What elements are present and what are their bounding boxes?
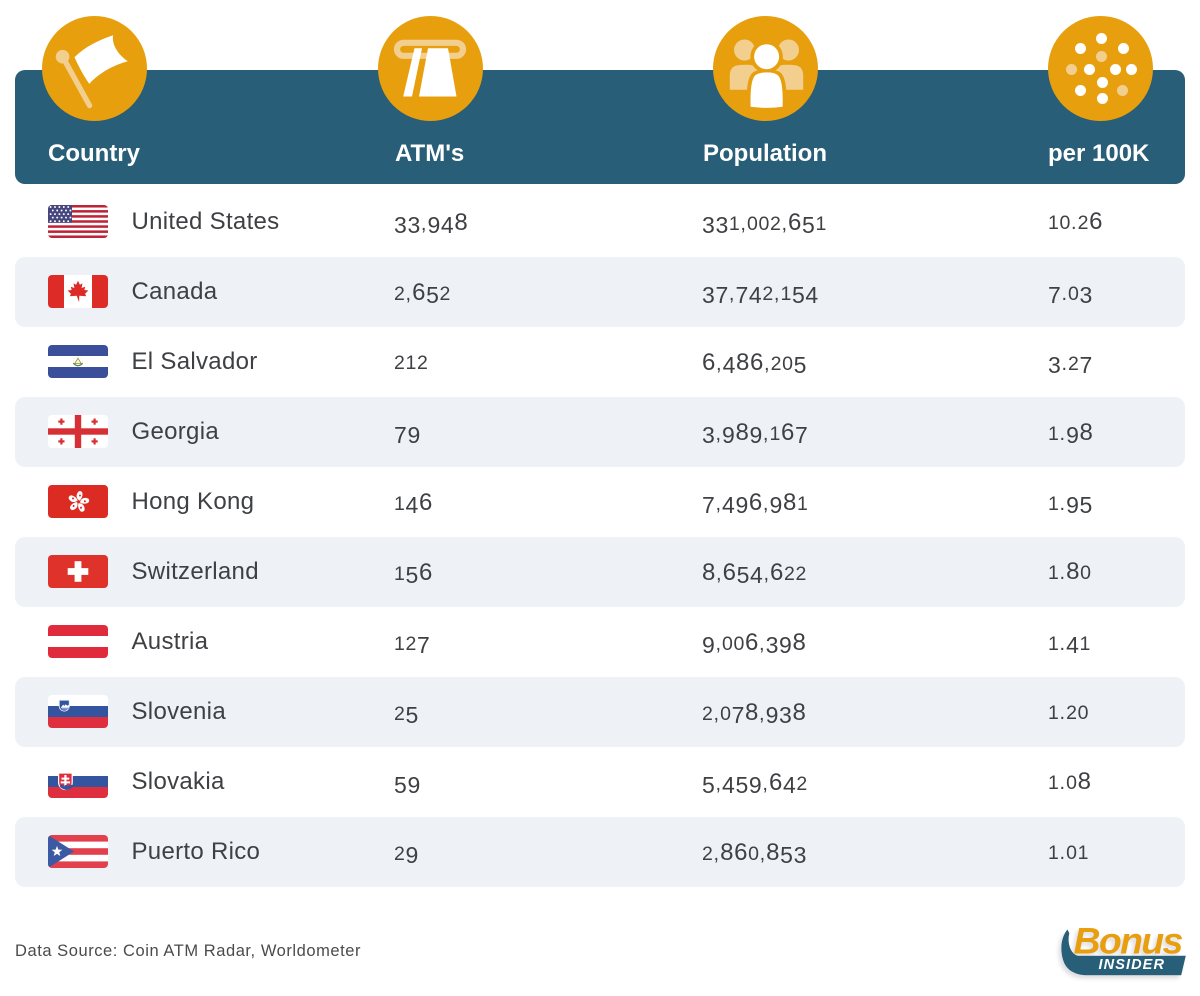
svg-text:Bonus: Bonus — [1074, 920, 1183, 962]
svg-text:INSIDER: INSIDER — [1099, 957, 1166, 973]
